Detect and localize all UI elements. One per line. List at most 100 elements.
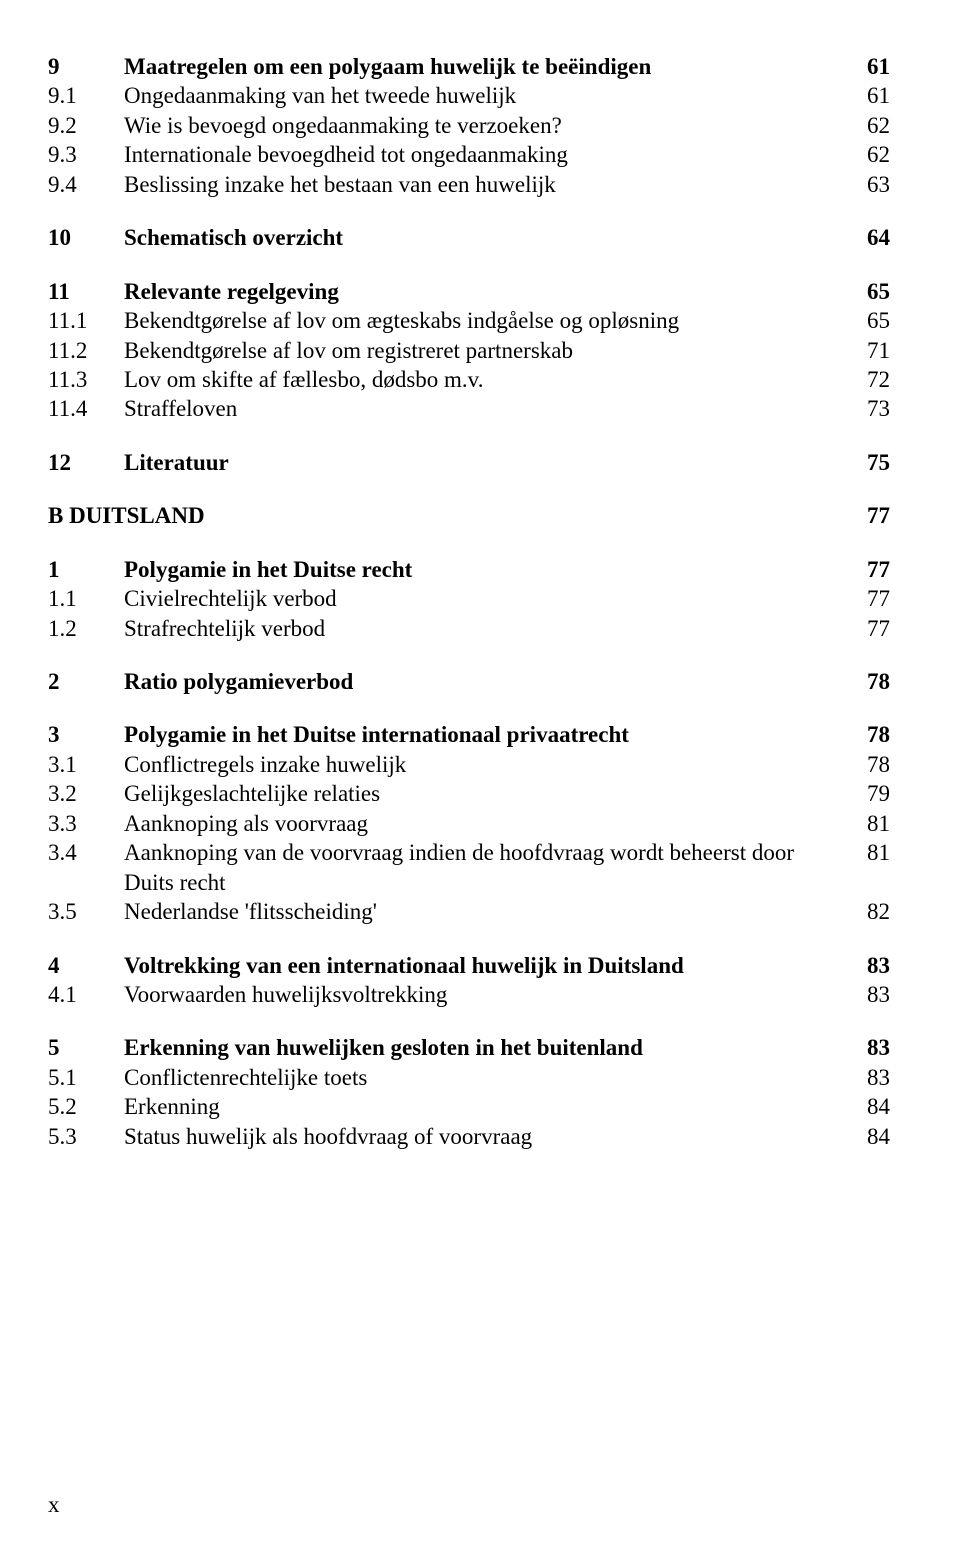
toc-part-label: B DUITSLAND	[48, 501, 846, 530]
toc-row: 10Schematisch overzicht64	[48, 223, 890, 252]
toc-entry-title: Voltrekking van een internationaal huwel…	[124, 951, 846, 980]
toc-page-number: 65	[846, 277, 890, 306]
toc-entry-title: Status huwelijk als hoofdvraag of voorvr…	[124, 1122, 846, 1151]
toc-page-number: 82	[846, 897, 890, 926]
toc-row: 5Erkenning van huwelijken gesloten in he…	[48, 1033, 890, 1062]
toc-row: 3.4Aanknoping van de voorvraag indien de…	[48, 838, 890, 897]
toc-page-number: 84	[846, 1122, 890, 1151]
toc-entry-number: 5.3	[48, 1122, 124, 1151]
toc-entry-title: Literatuur	[124, 448, 846, 477]
toc-spacer	[48, 927, 890, 951]
toc-row: 11.3Lov om skifte af fællesbo, dødsbo m.…	[48, 365, 890, 394]
toc-page-number: 77	[846, 555, 890, 584]
toc-page-number: 77	[846, 501, 890, 530]
toc-entry-title: Ongedaanmaking van het tweede huwelijk	[124, 81, 846, 110]
toc-entry-title: Nederlandse 'flitsscheiding'	[124, 897, 846, 926]
toc-entry-title: Bekendtgørelse af lov om registreret par…	[124, 336, 846, 365]
toc-entry-number: 3.1	[48, 750, 124, 779]
toc-entry-number: 9	[48, 52, 124, 81]
toc-entry-number: 9.1	[48, 81, 124, 110]
toc-page-number: 78	[846, 750, 890, 779]
toc-row: 4Voltrekking van een internationaal huwe…	[48, 951, 890, 980]
toc-entry-title: Straffeloven	[124, 394, 846, 423]
toc-entry-number: 11.2	[48, 336, 124, 365]
toc-entry-number: 1.1	[48, 584, 124, 613]
toc-page-number: 83	[846, 1063, 890, 1092]
toc-page-number: 61	[846, 81, 890, 110]
toc-row: 3.1Conflictregels inzake huwelijk78	[48, 750, 890, 779]
toc-row: 3Polygamie in het Duitse internationaal …	[48, 720, 890, 749]
toc-spacer	[48, 253, 890, 277]
toc-page-number: 83	[846, 951, 890, 980]
toc-entry-number: 12	[48, 448, 124, 477]
toc-entry-title: Polygamie in het Duitse recht	[124, 555, 846, 584]
page-number-footer: x	[48, 1492, 60, 1518]
toc-entry-number: 4.1	[48, 980, 124, 1009]
toc-row: 11Relevante regelgeving65	[48, 277, 890, 306]
toc-entry-number: 11.1	[48, 306, 124, 335]
toc-entry-title: Erkenning van huwelijken gesloten in het…	[124, 1033, 846, 1062]
toc-page-number: 81	[846, 809, 890, 838]
toc-entry-number: 3.4	[48, 838, 124, 867]
toc-entry-title: Internationale bevoegdheid tot ongedaanm…	[124, 140, 846, 169]
toc-row: 11.2Bekendtgørelse af lov om registreret…	[48, 336, 890, 365]
toc-part-row: B DUITSLAND77	[48, 501, 890, 530]
toc-entry-title: Ratio polygamieverbod	[124, 667, 846, 696]
toc-entry-number: 10	[48, 223, 124, 252]
toc-row: 5.1Conflictenrechtelijke toets83	[48, 1063, 890, 1092]
toc-page-number: 83	[846, 1033, 890, 1062]
toc-page-number: 63	[846, 170, 890, 199]
toc-page-number: 83	[846, 980, 890, 1009]
toc-row: 9Maatregelen om een polygaam huwelijk te…	[48, 52, 890, 81]
toc-page-number: 73	[846, 394, 890, 423]
toc-entry-title: Civielrechtelijk verbod	[124, 584, 846, 613]
toc-spacer	[48, 531, 890, 555]
toc-spacer	[48, 1009, 890, 1033]
toc-row: 11.4Straffeloven73	[48, 394, 890, 423]
toc-entry-number: 5.2	[48, 1092, 124, 1121]
toc-spacer	[48, 199, 890, 223]
toc-page-number: 64	[846, 223, 890, 252]
toc-page-number: 78	[846, 720, 890, 749]
toc-entry-title: Voorwaarden huwelijksvoltrekking	[124, 980, 846, 1009]
toc-spacer	[48, 424, 890, 448]
toc-spacer	[48, 696, 890, 720]
toc-entry-number: 9.4	[48, 170, 124, 199]
toc-page-number: 61	[846, 52, 890, 81]
toc-page-number: 79	[846, 779, 890, 808]
toc-page-number: 77	[846, 614, 890, 643]
toc-row: 9.2Wie is bevoegd ongedaanmaking te verz…	[48, 111, 890, 140]
toc-row: 3.5Nederlandse 'flitsscheiding'82	[48, 897, 890, 926]
toc-entry-number: 3	[48, 720, 124, 749]
toc-row: 3.3Aanknoping als voorvraag81	[48, 809, 890, 838]
toc-row: 9.4Beslissing inzake het bestaan van een…	[48, 170, 890, 199]
toc-entry-title: Strafrechtelijk verbod	[124, 614, 846, 643]
toc-entry-number: 2	[48, 667, 124, 696]
toc-entry-title: Polygamie in het Duitse internationaal p…	[124, 720, 846, 749]
toc-entry-number: 4	[48, 951, 124, 980]
toc-row: 11.1Bekendtgørelse af lov om ægteskabs i…	[48, 306, 890, 335]
toc-page-number: 75	[846, 448, 890, 477]
table-of-contents: 9Maatregelen om een polygaam huwelijk te…	[48, 52, 890, 1151]
toc-entry-title: Wie is bevoegd ongedaanmaking te verzoek…	[124, 111, 846, 140]
toc-page-number: 77	[846, 584, 890, 613]
toc-entry-title: Aanknoping van de voorvraag indien de ho…	[124, 838, 846, 897]
toc-entry-title: Conflictenrechtelijke toets	[124, 1063, 846, 1092]
toc-page-number: 72	[846, 365, 890, 394]
toc-entry-title: Beslissing inzake het bestaan van een hu…	[124, 170, 846, 199]
toc-entry-number: 1	[48, 555, 124, 584]
toc-entry-number: 5	[48, 1033, 124, 1062]
toc-row: 5.2Erkenning84	[48, 1092, 890, 1121]
toc-entry-title: Lov om skifte af fællesbo, dødsbo m.v.	[124, 365, 846, 394]
toc-row: 1Polygamie in het Duitse recht77	[48, 555, 890, 584]
toc-row: 2Ratio polygamieverbod78	[48, 667, 890, 696]
toc-page-number: 78	[846, 667, 890, 696]
toc-entry-title: Bekendtgørelse af lov om ægteskabs indgå…	[124, 306, 846, 335]
toc-entry-number: 3.5	[48, 897, 124, 926]
toc-entry-number: 1.2	[48, 614, 124, 643]
toc-entry-title: Maatregelen om een polygaam huwelijk te …	[124, 52, 846, 81]
toc-entry-number: 11.4	[48, 394, 124, 423]
toc-row: 3.2Gelijkgeslachtelijke relaties79	[48, 779, 890, 808]
toc-row: 9.1Ongedaanmaking van het tweede huwelij…	[48, 81, 890, 110]
toc-entry-title: Schematisch overzicht	[124, 223, 846, 252]
